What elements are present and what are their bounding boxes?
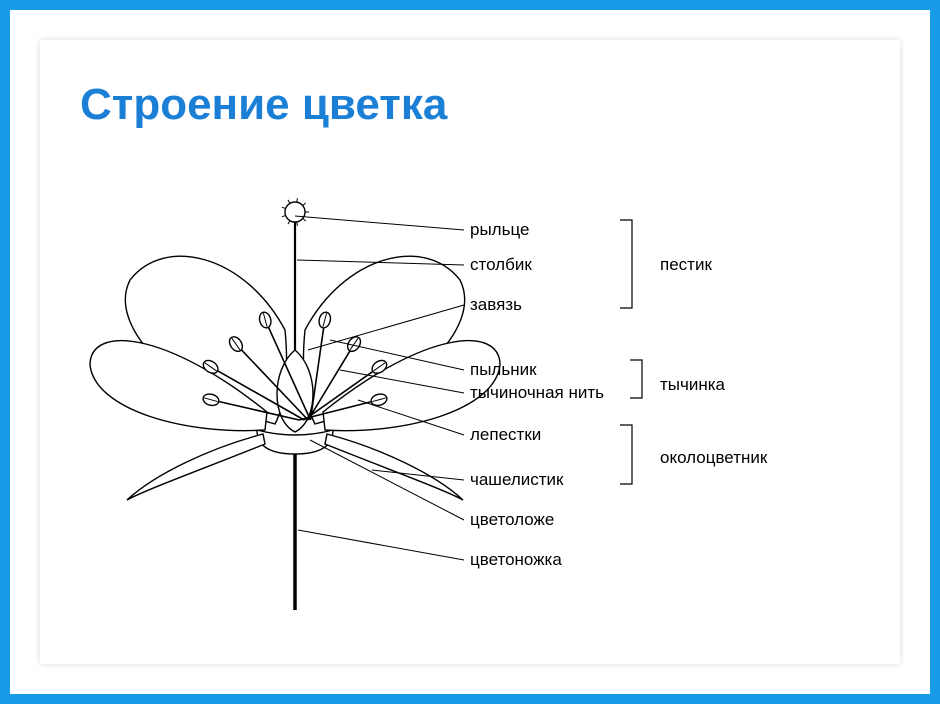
label-stigma: рыльце (470, 220, 529, 239)
flower-diagram: рыльце столбик завязь пыльник тычиночная нит… (40, 40, 900, 664)
slide-panel: Строение цветка рыльцестолбикзавязьпыльн… (40, 40, 900, 664)
group-pistil: пестик (660, 255, 712, 274)
outer-frame: Строение цветка рыльцестолбикзавязьпыльн… (0, 0, 940, 704)
label-ovary: завязь (470, 295, 522, 314)
label-sepal: чашелистик (470, 470, 564, 489)
label-style: столбик (470, 255, 532, 274)
label-receptacle: цветоложе (470, 510, 554, 529)
label-petals: лепестки (470, 425, 541, 444)
group-stamen: тычинка (660, 375, 726, 394)
label-filament: тычиночная нить (470, 383, 604, 402)
group-perianth: околоцветник (660, 448, 768, 467)
label-anther: пыльник (470, 360, 537, 379)
label-pedicel: цветоножка (470, 550, 562, 569)
